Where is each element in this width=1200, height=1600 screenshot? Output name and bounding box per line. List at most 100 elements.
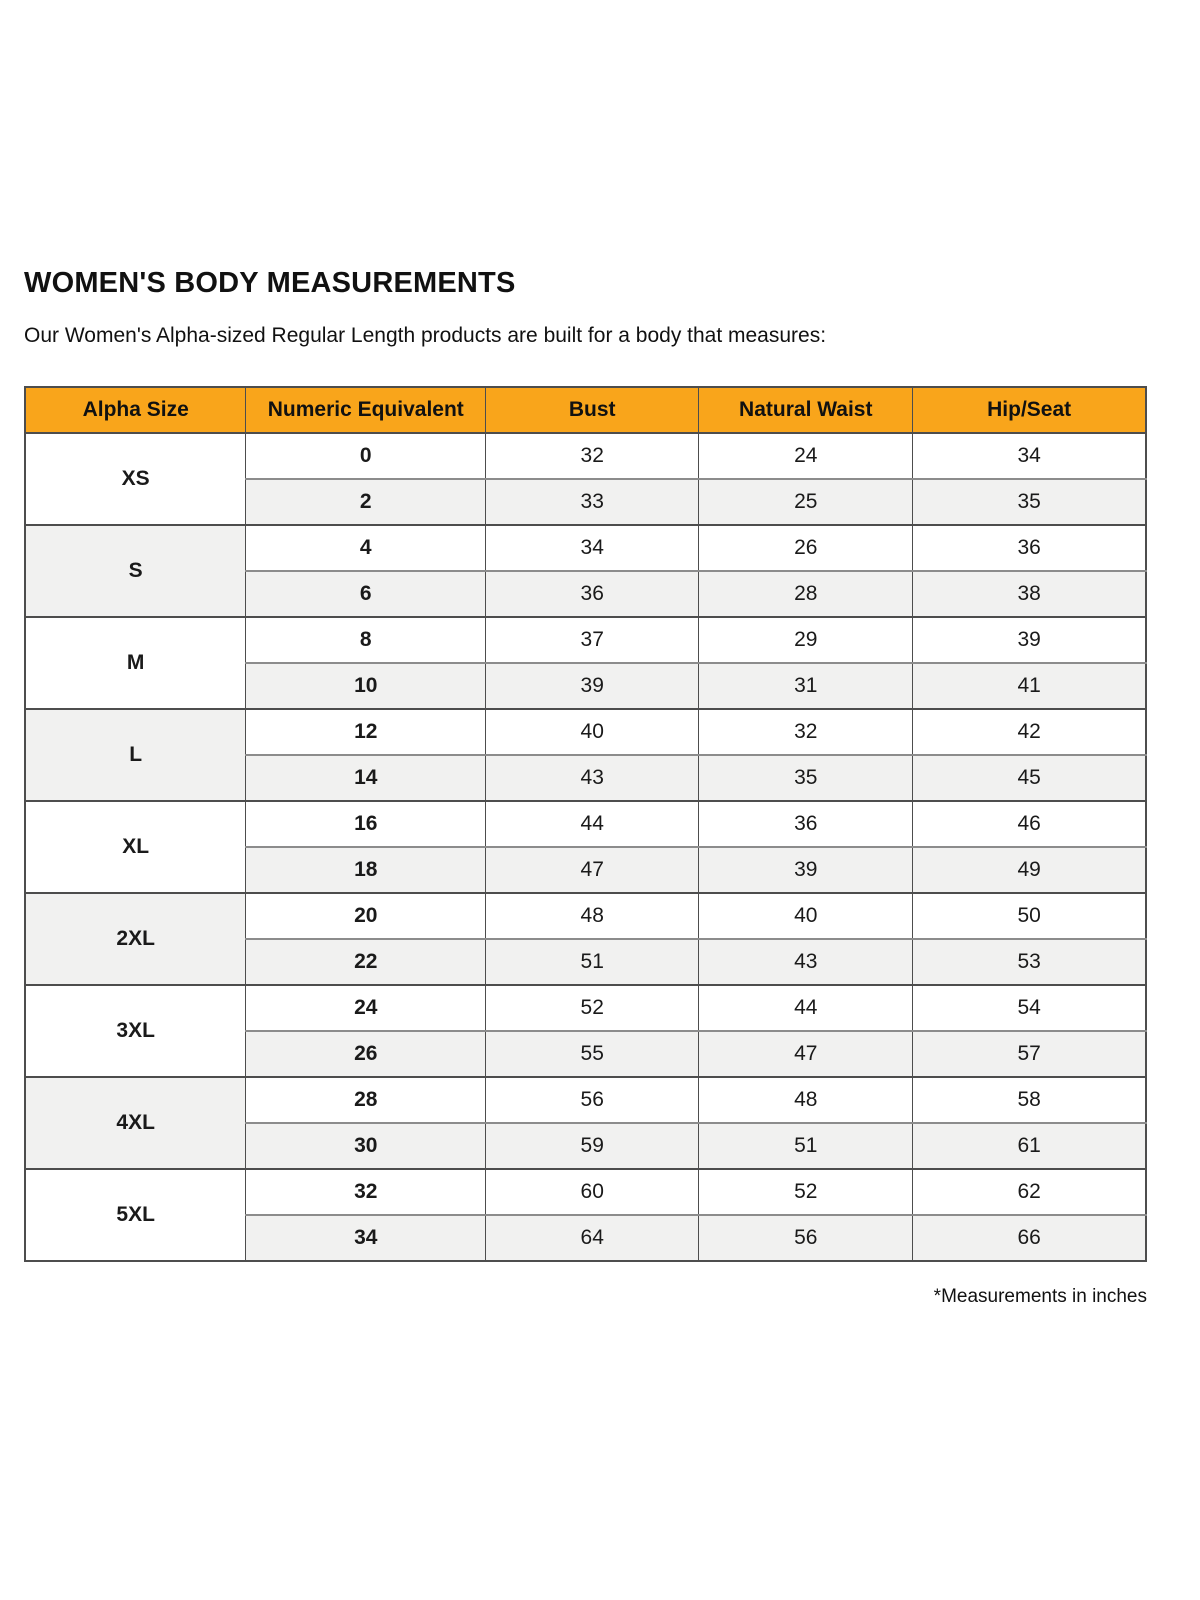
hip-cell: 50 <box>912 892 1146 939</box>
numeric-cell: 34 <box>245 1214 486 1261</box>
numeric-cell: 4 <box>245 524 486 571</box>
waist-cell: 47 <box>698 1030 913 1077</box>
table-row: 6 36 28 38 <box>25 570 1146 617</box>
waist-cell: 28 <box>698 570 913 617</box>
bust-cell: 60 <box>485 1168 699 1215</box>
waist-cell: 44 <box>698 984 913 1031</box>
bust-cell: 56 <box>485 1076 699 1123</box>
numeric-cell: 8 <box>245 616 486 663</box>
numeric-cell: 12 <box>245 708 486 755</box>
bust-cell: 32 <box>485 433 699 479</box>
bust-cell: 43 <box>485 754 699 801</box>
hip-cell: 45 <box>912 754 1146 801</box>
hip-cell: 34 <box>912 433 1146 479</box>
bust-cell: 36 <box>485 570 699 617</box>
waist-cell: 39 <box>698 846 913 893</box>
bust-cell: 37 <box>485 616 699 663</box>
alpha-size-cell: L <box>24 708 246 801</box>
measurements-footnote: *Measurements in inches <box>933 1286 1147 1307</box>
bust-cell: 64 <box>485 1214 699 1261</box>
numeric-cell: 32 <box>245 1168 486 1215</box>
hip-cell: 62 <box>912 1168 1146 1215</box>
hip-cell: 57 <box>912 1030 1146 1077</box>
alpha-size-cell: 3XL <box>24 984 246 1077</box>
hip-cell: 35 <box>912 478 1146 525</box>
numeric-cell: 30 <box>245 1122 486 1169</box>
table-row: 18 47 39 49 <box>25 846 1146 893</box>
intro-text: Our Women's Alpha-sized Regular Length p… <box>24 324 827 347</box>
numeric-cell: 10 <box>245 662 486 709</box>
waist-cell: 35 <box>698 754 913 801</box>
table-row: 10 39 31 41 <box>25 662 1146 709</box>
numeric-cell: 22 <box>245 938 486 985</box>
waist-cell: 24 <box>698 433 913 479</box>
table-row: S 4 34 26 36 <box>24 524 1146 617</box>
waist-cell: 43 <box>698 938 913 985</box>
alpha-size-cell: 5XL <box>24 1168 246 1261</box>
bust-cell: 44 <box>485 800 699 847</box>
bust-cell: 33 <box>485 478 699 525</box>
waist-cell: 26 <box>698 524 913 571</box>
bust-cell: 55 <box>485 1030 699 1077</box>
waist-cell: 52 <box>698 1168 913 1215</box>
body-measurements-table: Alpha Size Numeric Equivalent Bust Natur… <box>24 386 1147 1262</box>
bust-cell: 59 <box>485 1122 699 1169</box>
table-row: M 8 37 29 39 <box>24 616 1146 709</box>
table-row: 22 51 43 53 <box>25 938 1146 985</box>
alpha-size-cell: M <box>24 616 246 709</box>
table-row: 26 55 47 57 <box>25 1030 1146 1077</box>
hip-cell: 38 <box>912 570 1146 617</box>
numeric-cell: 14 <box>245 754 486 801</box>
table-row: L 12 40 32 42 <box>24 708 1146 801</box>
bust-cell: 40 <box>485 708 699 755</box>
bust-cell: 51 <box>485 938 699 985</box>
table-row: 3XL 24 52 44 54 <box>24 984 1146 1077</box>
table-header: Alpha Size Numeric Equivalent Bust Natur… <box>24 387 1146 434</box>
numeric-cell: 18 <box>245 846 486 893</box>
table-row: 30 59 51 61 <box>25 1122 1146 1169</box>
hip-cell: 61 <box>912 1122 1146 1169</box>
bust-cell: 34 <box>485 524 699 571</box>
numeric-cell: 28 <box>245 1076 486 1123</box>
table-row: 34 64 56 66 <box>25 1214 1146 1261</box>
hip-cell: 36 <box>912 524 1146 571</box>
hip-cell: 49 <box>912 846 1146 893</box>
column-header-natural-waist: Natural Waist <box>698 387 913 434</box>
numeric-cell: 16 <box>245 800 486 847</box>
waist-cell: 31 <box>698 662 913 709</box>
table-row: 2XL 20 48 40 50 <box>24 892 1146 985</box>
table-body: XS 0 32 24 34 2 33 25 35 S 4 34 26 <box>24 433 1146 1261</box>
hip-cell: 53 <box>912 938 1146 985</box>
table-row: XL 16 44 36 46 <box>24 800 1146 893</box>
bust-cell: 52 <box>485 984 699 1031</box>
numeric-cell: 20 <box>245 892 486 939</box>
column-header-numeric-equivalent: Numeric Equivalent <box>245 387 486 434</box>
alpha-size-cell: XS <box>24 433 246 525</box>
table-row: 4XL 28 56 48 58 <box>24 1076 1146 1169</box>
column-header-alpha-size: Alpha Size <box>24 387 246 434</box>
table-row: 14 43 35 45 <box>25 754 1146 801</box>
table-row: 2 33 25 35 <box>25 478 1146 525</box>
hip-cell: 46 <box>912 800 1146 847</box>
table-row: XS 0 32 24 34 <box>24 433 1146 525</box>
content-column: WOMEN'S BODY MEASUREMENTS Our Women's Al… <box>24 0 1147 1308</box>
numeric-cell: 2 <box>245 478 486 525</box>
header-row: Alpha Size Numeric Equivalent Bust Natur… <box>24 387 1146 434</box>
hip-cell: 42 <box>912 708 1146 755</box>
alpha-size-cell: XL <box>24 800 246 893</box>
waist-cell: 56 <box>698 1214 913 1261</box>
column-header-hip-seat: Hip/Seat <box>912 387 1146 434</box>
alpha-size-cell: S <box>24 524 246 617</box>
hip-cell: 66 <box>912 1214 1146 1261</box>
waist-cell: 40 <box>698 892 913 939</box>
waist-cell: 25 <box>698 478 913 525</box>
alpha-size-cell: 4XL <box>24 1076 246 1169</box>
waist-cell: 48 <box>698 1076 913 1123</box>
numeric-cell: 24 <box>245 984 486 1031</box>
waist-cell: 29 <box>698 616 913 663</box>
bust-cell: 48 <box>485 892 699 939</box>
waist-cell: 51 <box>698 1122 913 1169</box>
waist-cell: 36 <box>698 800 913 847</box>
table-row: 5XL 32 60 52 62 <box>24 1168 1146 1261</box>
